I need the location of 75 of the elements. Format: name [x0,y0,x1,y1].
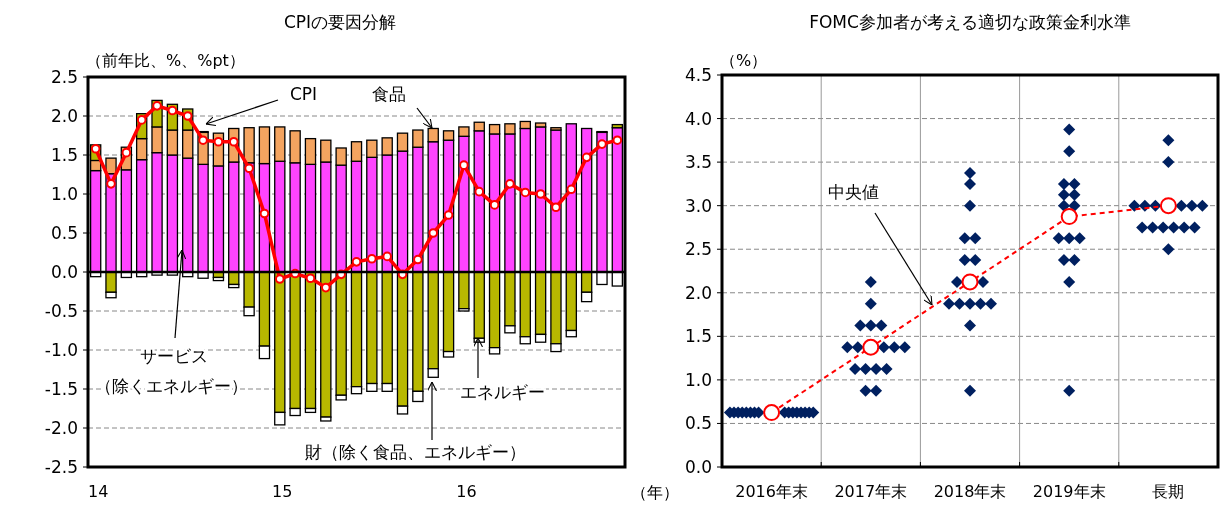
point [198,135,208,145]
point [321,282,331,293]
y-tick-label: 3.0 [684,195,712,216]
point [413,254,423,265]
y-tick-label: 0.0 [50,262,78,282]
text: CPI [290,84,318,104]
point [443,210,454,220]
point [535,189,546,199]
point [961,273,979,291]
point [382,251,392,262]
x-tick-label: 2019年末 [1032,482,1106,501]
y-tick-label: 1.5 [50,145,78,165]
point [351,257,362,267]
point [520,187,531,198]
y-tick-label: 4.5 [684,65,712,85]
point [428,228,439,238]
point [505,179,515,189]
y-tick-label: 2.5 [684,239,712,260]
text: 中央値 [828,182,879,202]
y-tick-label: 0.5 [684,413,712,434]
point [213,136,224,147]
y-tick-label: 1.5 [684,326,712,347]
point [566,184,577,195]
x-tick-label: 14 [88,482,109,501]
y-axis-title: （%） [720,51,768,70]
point [244,163,254,174]
chart-title: CPIの要因分解 [283,12,397,32]
point [612,135,623,145]
x-tick-label: 15 [272,482,293,501]
chart-title: FOMC参加者が考える適切な政策金利水準 [809,12,1131,32]
x-tick-label: 2018年末 [933,482,1007,501]
y-tick-label: 1.0 [684,369,712,390]
point [259,208,270,219]
y-tick-label: 4.0 [684,108,712,129]
y-tick-label: -2.0 [44,418,78,438]
x-tick-label: 2017年末 [834,482,908,501]
y-tick-label: 2.5 [50,67,78,87]
y-tick-label: 2.0 [684,282,712,303]
y-axis-title: （前年比、%、%pt） [86,51,245,70]
point [459,160,469,170]
x-tick-label: 2016年末 [735,482,808,501]
bar [212,276,225,282]
text: サービス（除くエネルギー） [95,346,248,396]
legend-label: エネルギー [460,382,545,402]
x-tick-label: 16 [456,482,477,501]
y-tick-label: 3.5 [684,152,712,173]
point [763,404,781,422]
point [367,253,377,264]
y-tick-label: -0.5 [44,301,78,321]
point [167,105,178,116]
x-tick-label: 長期 [1152,482,1185,501]
series-label: 食品 [372,84,406,104]
point [597,139,607,149]
y-tick-label: -1.0 [44,340,78,360]
series-label: 財（除く食品、エネルギー） [305,442,526,462]
point [152,101,162,111]
point [1159,197,1177,215]
point [474,186,485,197]
point [305,273,316,284]
point [136,115,147,125]
y-tick-label: -1.5 [44,379,78,399]
point [551,202,561,213]
y-tick-label: 2.0 [50,106,78,126]
point [581,152,592,163]
point [1060,208,1078,226]
point [121,147,132,158]
point [106,179,116,189]
point [489,200,500,210]
x-axis-title: （年） [631,483,679,502]
y-tick-label: -2.5 [44,457,78,477]
y-tick-label: 0.0 [684,457,712,477]
y-tick-label: 0.5 [50,223,78,243]
point [274,274,285,284]
y-tick-label: 1.0 [50,184,78,204]
point [862,338,880,356]
